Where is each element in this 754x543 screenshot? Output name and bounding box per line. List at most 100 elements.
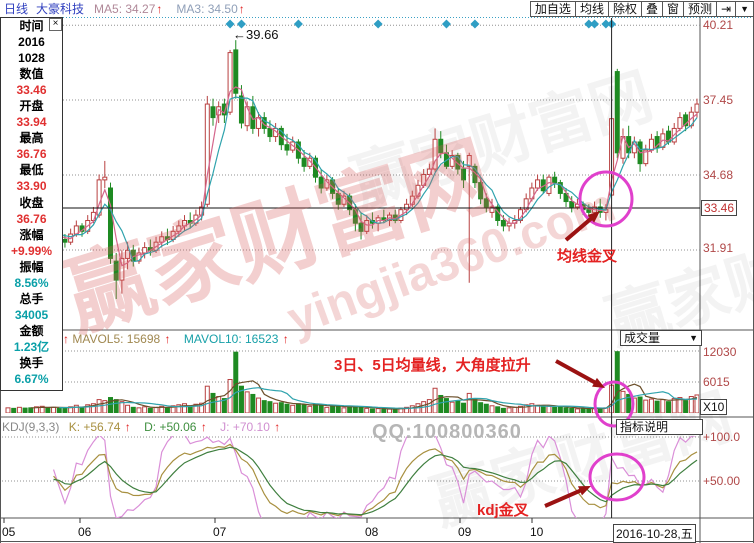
event-diamond-icon [373,19,383,29]
sidebar-row: 最高 [19,131,44,146]
event-diamond-icon [584,19,594,29]
stock-name: 大豪科技 [36,2,85,16]
highlight-ellipse [588,452,646,502]
price-axis-tick: 40.21 [703,18,734,32]
sidebar-row: 8.56% [14,275,49,290]
event-diamond-icon [441,19,451,29]
sidebar-row: 36.76 [16,147,47,162]
chevron-down-icon[interactable]: ▼ [735,0,754,17]
toolbar-button-3[interactable]: 除权 [607,0,642,17]
event-diamond-icon [293,19,303,29]
jump-icon[interactable]: ⇥ [716,0,737,17]
x-axis-tick: 07 [213,525,227,539]
sidebar-row: 涨幅 [19,227,44,242]
period-label[interactable]: 日线 [4,2,29,16]
sidebar-row: 36.76 [16,211,47,226]
sidebar-row: 金额 [19,323,44,338]
annotation-arrow-icon [587,211,600,223]
chevron-down-icon: ▼ [689,333,698,343]
toolbar-button-5[interactable]: 窗 [661,0,684,17]
crosshair-price-label: 33.46 [701,200,738,216]
price-axis-tick: 37.45 [703,93,734,107]
indicator-help-label: 指标说明 [620,420,669,434]
volume-unit-label: X10 [700,399,728,415]
kdj-indicator-label[interactable]: KDJ(9,3,3) [2,420,60,434]
toolbar-button-6[interactable]: 预测 [683,0,718,17]
up-arrow-icon: ↑ [164,332,171,346]
ma3-value: MA3: 34.50 [176,1,238,16]
up-arrow-icon: ↑ [156,1,163,16]
x-axis-tick: 05 [2,525,16,539]
up-arrow-icon: ↑ [200,420,207,434]
volume-dropdown[interactable]: 成交量 ▼ [620,330,702,346]
kdj-pane-header: KDJ(9,3,3) K: +56.74 ↑ D: +50.06 ↑ J: +7… [2,420,280,434]
sidebar-row: 33.46 [16,83,47,98]
x-axis-tick: 08 [365,525,379,539]
sidebar-row: 振幅 [19,259,44,274]
mavol5-value: MAVOL5: 15698 [72,332,161,346]
kdj-d-value: D: +50.06 [144,420,197,434]
event-diamond-icon [601,19,611,29]
volume-note-annotation: 3日、5日均量线，大角度拉升 [334,357,531,374]
event-diamond-icon [470,19,480,29]
header-bar: 日线 大豪科技 MA5: 34.27 ↑ MA3: 34.50 ↑ 加自选 均线除… [0,0,754,17]
event-diamond-icon [236,19,246,29]
event-diamond-icon [225,19,235,29]
crosshair-date-label: 2016-10-28,五 [613,524,696,543]
quote-sidebar: × 时间 2016 1028 数值 33.46 开盘 33.94 最高 36.76 最低 33.90… [0,17,63,391]
toolbar-button-2[interactable]: 均线 [574,0,609,17]
qq-watermark-text: QQ:100800360 [372,421,522,443]
sidebar-row: 时间 [19,19,44,33]
x-axis-tick: 09 [458,525,472,539]
sidebar-row: 总手 [19,291,44,306]
sidebar-row: 6.67% [14,372,49,387]
sidebar-row: 开盘 [19,99,44,114]
volume-axis-tick: 12030 [703,345,737,359]
sidebar-row: 最低 [19,163,44,178]
highlight-ellipse [578,170,634,228]
ma-cross-annotation: 均线金叉 [557,248,618,265]
annotation-arrow-icon [592,377,605,388]
sidebar-row: 33.94 [16,115,47,130]
indicator-help-button[interactable]: 指标说明 [616,419,703,435]
kdj-axis-tick: +50.00 [703,474,741,488]
up-arrow-icon: ↑ [238,1,245,16]
volume-axis-tick: 6015 [703,375,730,389]
kdj-j-value: J: +70.10 [220,420,270,434]
up-arrow-icon: ↑ [274,420,281,434]
event-diamond-icon [590,19,600,29]
sidebar-row: 2016 [18,35,45,50]
close-icon[interactable]: × [49,18,62,31]
sidebar-row: 换手 [19,355,44,370]
x-axis-tick: 10 [530,525,544,539]
sidebar-row: 收盘 [19,195,44,210]
price-axis-tick: 34.68 [703,168,734,182]
kdj-cross-annotation: kdj金叉 [477,502,529,519]
price-axis-tick: 31.91 [703,241,734,255]
toolbar-button-4[interactable]: 叠 [640,0,663,17]
sidebar-row: 1.23亿 [13,339,50,354]
svg-text:赢家财富网: 赢家财富网 [53,125,503,348]
volume-dropdown-label: 成交量 [624,331,661,345]
up-arrow-icon: ↑ [282,332,289,346]
highlight-ellipse [593,380,635,428]
toolbar-button-1[interactable]: 加自选 [529,0,576,17]
annotation-arrow-icon [578,486,591,496]
toolbar: 加自选 均线 除权叠窗预测 ⇥ ▼ [529,0,754,17]
peak-price-annotation: ←39.66 [233,27,279,42]
sidebar-row: 34005 [14,307,49,322]
up-arrow-icon: ↑ [63,332,69,346]
sidebar-row: +9.99% [10,243,53,258]
mavol10-value: MAVOL10: 16523 [183,332,279,346]
kdj-k-value: K: +56.74 [68,420,121,434]
volume-pane-header: ↑ MAVOL5: 15698 ↑ MAVOL10: 16523 ↑ [62,332,289,346]
sidebar-row: 1028 [18,51,45,66]
sidebar-row: 数值 [19,67,44,82]
up-arrow-icon: ↑ [124,420,131,434]
sidebar-row: 33.90 [16,179,47,194]
x-axis-tick: 06 [78,525,92,539]
kdj-axis-tick: +100.0 [703,430,741,444]
ma5-value: MA5: 34.27 [94,1,156,16]
